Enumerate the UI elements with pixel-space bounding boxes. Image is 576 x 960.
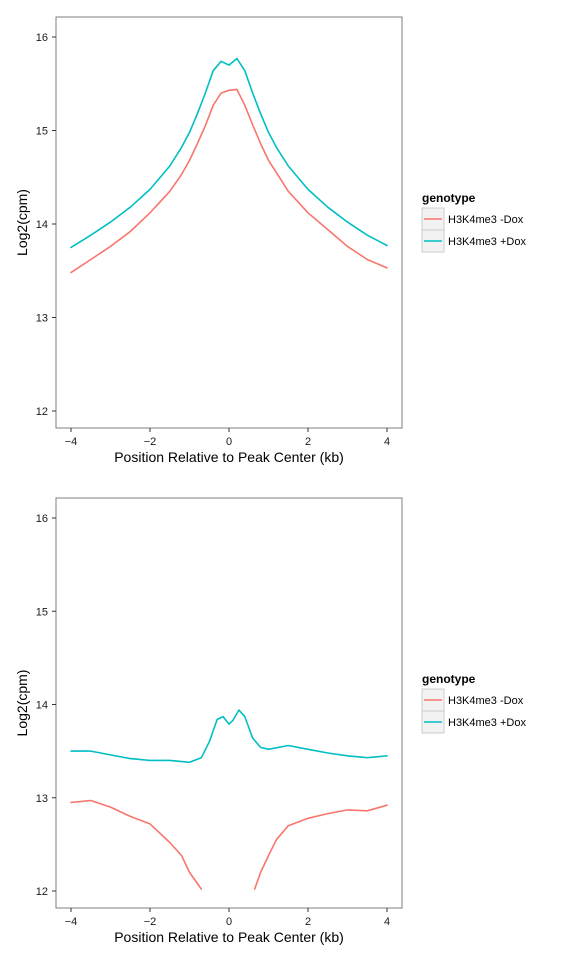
y-axis-title: Log2(cpm) (14, 670, 30, 737)
legend-title: genotype (422, 191, 476, 205)
y-tick-label: 14 (36, 219, 48, 231)
x-tick-label: −2 (144, 916, 157, 928)
legend-label: H3K4me3 -Dox (448, 214, 524, 226)
y-tick-label: 16 (36, 513, 48, 525)
y-axis-title: Log2(cpm) (14, 189, 30, 256)
legend-title: genotype (422, 672, 476, 686)
x-axis-title: Position Relative to Peak Center (kb) (114, 449, 344, 465)
y-tick-label: 13 (36, 313, 48, 325)
series-line (70, 799, 388, 890)
y-tick-label: 13 (36, 793, 48, 805)
series-line (70, 709, 388, 764)
y-tick-label: 16 (36, 32, 48, 44)
y-tick-label: 15 (36, 126, 48, 138)
chart-panel-top: 12 13 14 15 16 −4 −2 0 2 4 Position Relative to Pe… (14, 16, 526, 465)
legend-label: H3K4me3 +Dox (448, 717, 526, 729)
legend-label: H3K4me3 +Dox (448, 236, 526, 248)
x-tick-label: 0 (226, 916, 232, 928)
series-line (70, 57, 388, 249)
plot-area (55, 497, 403, 909)
x-tick-label: −4 (65, 916, 78, 928)
y-tick-label: 15 (36, 606, 48, 618)
x-tick-label: 2 (305, 436, 311, 448)
plot-area (55, 16, 403, 429)
x-tick-label: 4 (384, 916, 390, 928)
x-tick-label: −2 (144, 436, 157, 448)
series-line (70, 88, 388, 274)
y-tick-label: 12 (36, 406, 48, 418)
x-tick-label: −4 (65, 436, 78, 448)
y-tick-label: 12 (36, 886, 48, 898)
y-tick-label: 14 (36, 700, 48, 712)
x-axis-title: Position Relative to Peak Center (kb) (114, 929, 344, 945)
legend-label: H3K4me3 -Dox (448, 695, 524, 707)
x-tick-label: 2 (305, 916, 311, 928)
x-tick-label: 4 (384, 436, 390, 448)
chart-panel-bottom: 12 13 14 15 16 −4 −2 0 2 4 Position Relative to Pe… (14, 497, 526, 945)
x-tick-label: 0 (226, 436, 232, 448)
